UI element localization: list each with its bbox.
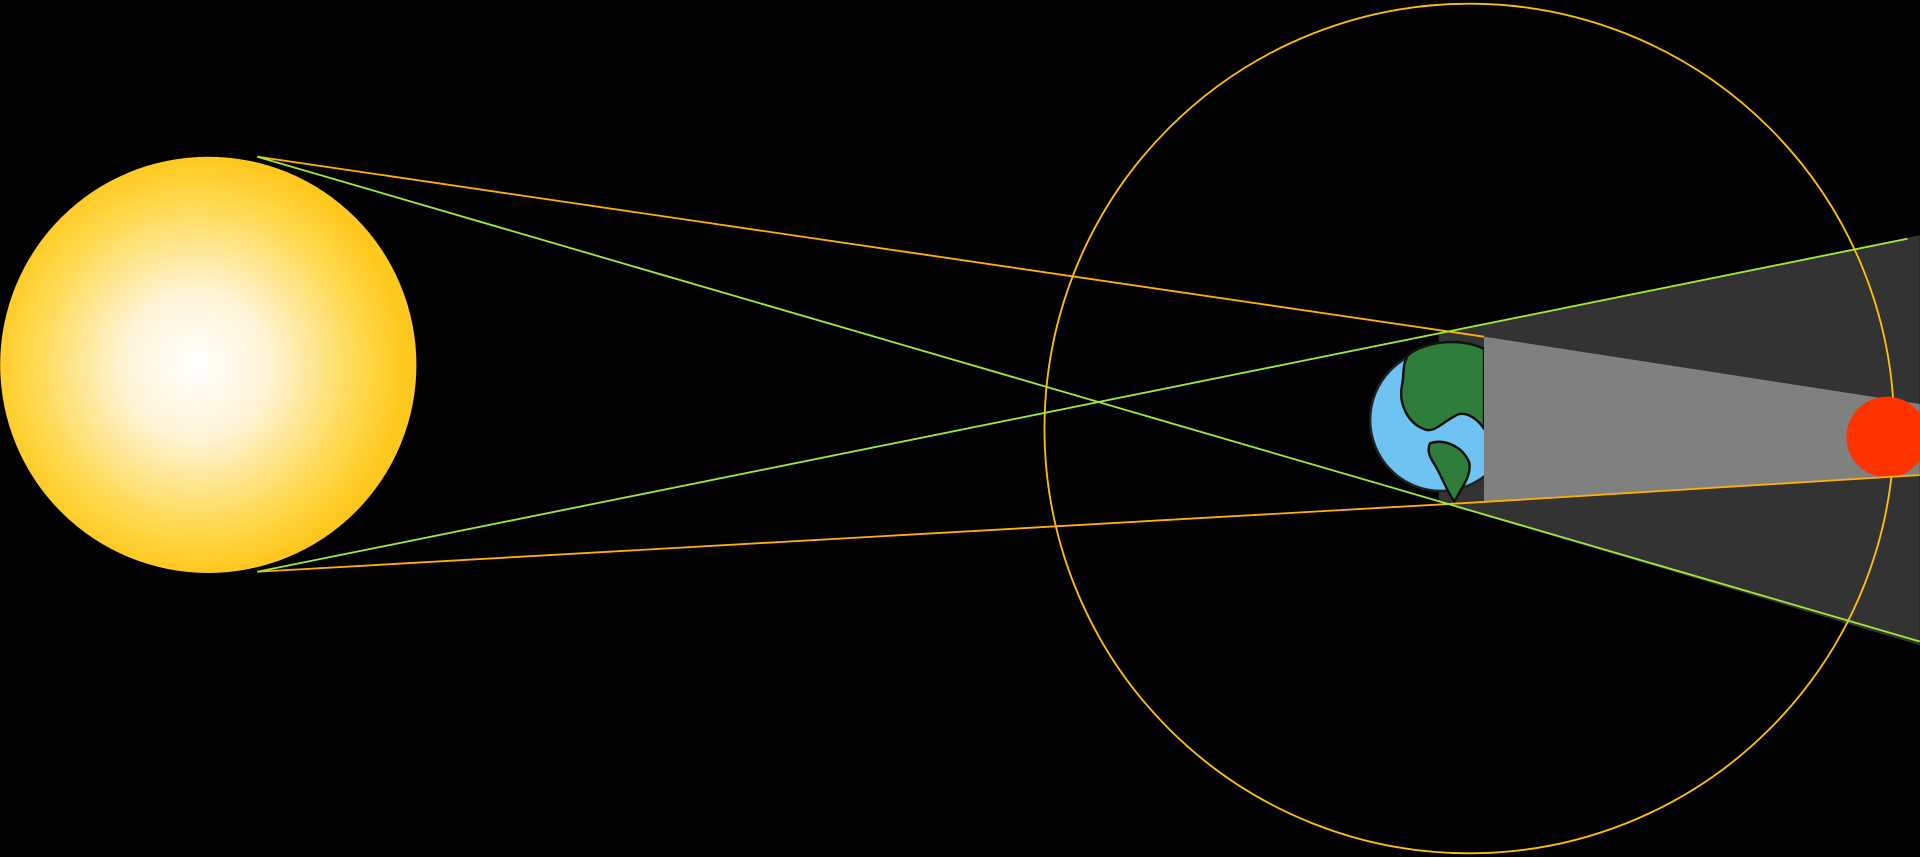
moon	[1846, 396, 1920, 478]
sun	[0, 156, 417, 573]
umbra	[1483, 336, 1920, 502]
earth	[1368, 340, 1484, 505]
umbra-ray-bottom	[257, 474, 1920, 573]
umbra-ray-top	[257, 155, 1485, 338]
north-america	[1399, 340, 1484, 432]
penumbra-ray-down	[257, 155, 1920, 643]
penumbra-ray-up	[257, 237, 1908, 573]
south-america	[1427, 440, 1471, 505]
